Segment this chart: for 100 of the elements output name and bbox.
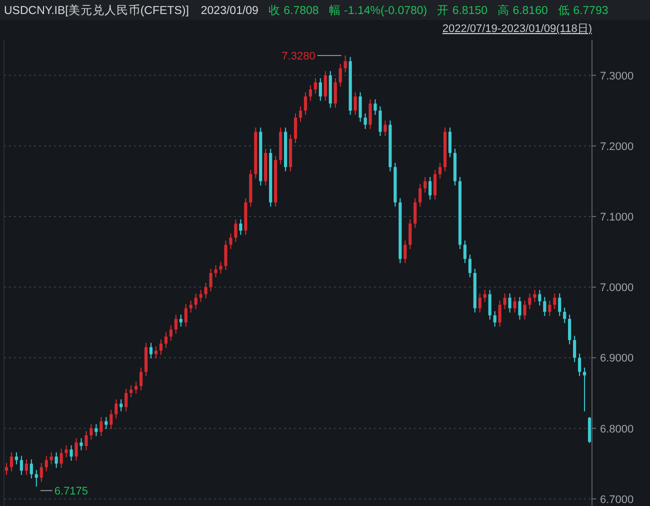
candlestick xyxy=(548,300,552,317)
candlestick xyxy=(84,430,88,451)
candlestick xyxy=(568,314,572,345)
candlestick xyxy=(179,314,182,328)
y-tick-label: 7.3000 xyxy=(600,70,634,82)
candlestick xyxy=(528,292,532,310)
candlestick xyxy=(64,444,68,458)
candlestick xyxy=(80,438,83,451)
text: 幅 -1.14%(-0.0780) xyxy=(328,4,428,17)
candlestick xyxy=(10,452,14,472)
candlestick xyxy=(334,78,337,108)
y-tick-label: 6.8000 xyxy=(600,423,634,436)
text: 2023/01/09 xyxy=(200,5,258,17)
y-tick-label: 7.1000 xyxy=(600,212,634,224)
candlestick xyxy=(513,296,516,314)
candlestick xyxy=(558,292,562,317)
y-tick-label: 6.7000 xyxy=(600,494,634,506)
candlestick xyxy=(184,304,188,328)
candlestick xyxy=(110,409,113,430)
chart-title: USDCNY.IB[美元兑人民币(CFETS)] xyxy=(4,3,189,17)
candlestick xyxy=(573,335,576,362)
annotation: 7.3280 xyxy=(282,50,316,63)
candlestick xyxy=(338,64,342,88)
candlestick xyxy=(44,455,48,472)
candlestick xyxy=(433,169,437,200)
candlestick xyxy=(70,444,73,462)
candlestick xyxy=(60,448,63,468)
candlestick xyxy=(234,218,238,242)
candlestick xyxy=(50,452,53,465)
candlestick xyxy=(20,455,23,476)
annotation: 6.7175 xyxy=(54,486,88,498)
candlestick xyxy=(40,462,43,482)
candlestick xyxy=(34,469,38,488)
candlestick xyxy=(503,292,506,310)
candlestick xyxy=(324,70,327,102)
candlestick xyxy=(538,289,542,306)
candlestick xyxy=(124,388,128,412)
candlestick xyxy=(354,92,357,116)
candlestick xyxy=(318,78,322,102)
candlestick xyxy=(224,240,228,271)
candlestick xyxy=(149,342,153,359)
candlestick xyxy=(94,424,98,437)
candlestick xyxy=(374,98,377,116)
candlestick xyxy=(104,416,108,430)
candlestick xyxy=(74,438,78,462)
candlestick xyxy=(130,384,133,398)
candlestick xyxy=(468,254,472,278)
candlestick xyxy=(298,106,302,122)
y-tick-label: 7.0000 xyxy=(600,282,634,294)
candlestick xyxy=(508,292,512,314)
candlestick xyxy=(229,232,232,250)
candlestick xyxy=(428,176,432,200)
candlestick xyxy=(120,398,123,412)
candlestick xyxy=(523,300,526,320)
candlestick xyxy=(214,264,218,278)
text: 高 6.8160 xyxy=(498,3,548,17)
candlestick xyxy=(543,296,546,317)
candlestick xyxy=(204,282,208,299)
candlestick xyxy=(414,198,417,228)
candlestick xyxy=(154,346,158,359)
text: 收 6.7808 xyxy=(268,4,319,17)
candlestick xyxy=(164,332,168,348)
candlestick xyxy=(533,289,536,302)
candlestick xyxy=(30,458,33,479)
candlestick xyxy=(314,78,317,94)
candlestick xyxy=(408,218,412,250)
candlestick xyxy=(582,367,586,412)
candlestick xyxy=(553,292,556,310)
candlestick xyxy=(424,176,427,194)
candlestick xyxy=(239,218,242,236)
candlestick xyxy=(438,162,442,179)
candlestick xyxy=(308,84,312,102)
candlestick xyxy=(189,300,192,314)
candlestick xyxy=(54,452,58,468)
candlestick xyxy=(404,240,407,264)
candlestick xyxy=(488,289,492,320)
candlestick xyxy=(448,127,452,158)
candlestick xyxy=(174,314,178,334)
candlestick xyxy=(199,289,202,302)
candlestick xyxy=(209,268,212,292)
text: 开 6.8150 xyxy=(437,4,488,17)
candlestick xyxy=(358,92,362,122)
text: 低 6.7793 xyxy=(558,4,608,17)
text: 2022/07/19-2023/01/09(118日) xyxy=(442,23,592,35)
y-tick-label: 7.2000 xyxy=(600,140,634,153)
candlestick xyxy=(463,240,466,264)
candlestick xyxy=(194,292,198,310)
candlestick xyxy=(100,416,103,437)
candlestick xyxy=(418,184,422,208)
candlestick xyxy=(169,324,172,342)
candlestick xyxy=(578,352,582,377)
candlestick xyxy=(90,424,93,440)
candlestick xyxy=(159,338,163,356)
candlestick xyxy=(378,106,382,137)
candlestick xyxy=(4,462,8,476)
candlestick xyxy=(134,381,138,394)
candlestick xyxy=(24,458,28,476)
candlestick xyxy=(368,98,372,130)
candlestick xyxy=(493,310,496,328)
candlestick xyxy=(139,367,143,391)
